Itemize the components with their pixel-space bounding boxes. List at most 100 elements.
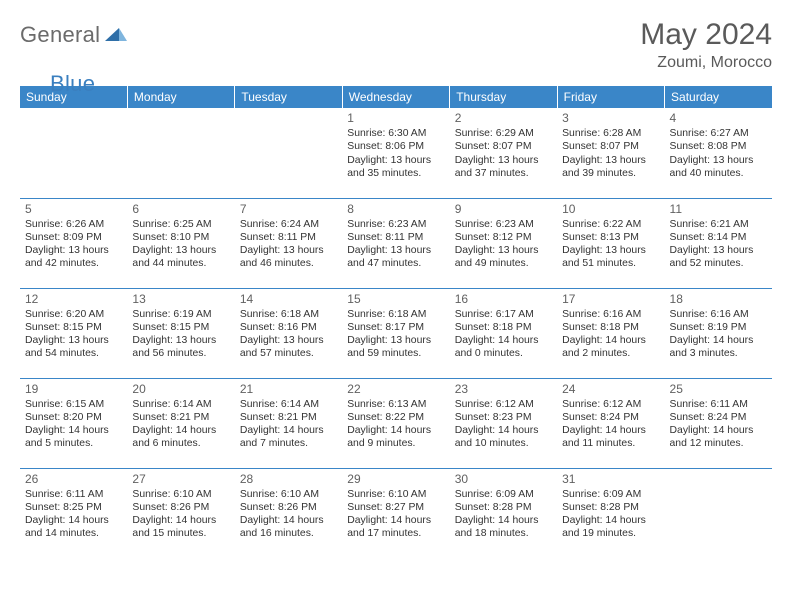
day-number: 11 [670, 202, 768, 216]
day-info-line: and 10 minutes. [455, 437, 553, 450]
day-info: Sunrise: 6:18 AMSunset: 8:17 PMDaylight:… [347, 308, 445, 361]
day-info-line: Daylight: 14 hours [132, 424, 230, 437]
day-cell [235, 108, 342, 198]
day-info-line: Sunset: 8:19 PM [670, 321, 768, 334]
day-info-line: Sunrise: 6:14 AM [132, 398, 230, 411]
day-cell: 22Sunrise: 6:13 AMSunset: 8:22 PMDayligh… [342, 378, 449, 468]
day-info: Sunrise: 6:14 AMSunset: 8:21 PMDaylight:… [132, 398, 230, 451]
day-info-line: and 40 minutes. [670, 167, 768, 180]
day-info-line: Sunrise: 6:09 AM [562, 488, 660, 501]
day-info-line: Sunrise: 6:16 AM [670, 308, 768, 321]
day-info-line: Sunset: 8:23 PM [455, 411, 553, 424]
day-info-line: and 49 minutes. [455, 257, 553, 270]
day-number: 2 [455, 111, 553, 125]
day-info-line: Daylight: 13 hours [25, 334, 123, 347]
day-info-line: Sunrise: 6:09 AM [455, 488, 553, 501]
day-info-line: Sunrise: 6:26 AM [25, 218, 123, 231]
day-info-line: and 14 minutes. [25, 527, 123, 540]
day-info-line: Daylight: 14 hours [562, 424, 660, 437]
day-info-line: Sunset: 8:28 PM [455, 501, 553, 514]
day-cell: 15 Sunrise: 6:18 AMSunset: 8:17 PMDayligh… [342, 288, 449, 378]
day-cell: 24Sunrise: 6:12 AMSunset: 8:24 PMDayligh… [557, 378, 664, 468]
day-number: 19 [25, 382, 123, 396]
day-cell: 10 Sunrise: 6:22 AMSunset: 8:13 PMDayligh… [557, 198, 664, 288]
day-info: Sunrise: 6:11 AMSunset: 8:25 PMDaylight:… [25, 488, 123, 541]
day-info: Sunrise: 6:29 AMSunset: 8:07 PMDaylight:… [455, 127, 553, 180]
day-number: 25 [670, 382, 768, 396]
day-info: Sunrise: 6:12 AMSunset: 8:23 PMDaylight:… [455, 398, 553, 451]
day-number: 15 [347, 292, 445, 306]
day-number: 3 [562, 111, 660, 125]
day-info-line: and 16 minutes. [240, 527, 338, 540]
day-number: 9 [455, 202, 553, 216]
day-number: 16 [455, 292, 553, 306]
day-cell: 11Sunrise: 6:21 AMSunset: 8:14 PMDayligh… [665, 198, 772, 288]
day-info-line: Sunset: 8:20 PM [25, 411, 123, 424]
month-title: May 2024 [640, 18, 772, 52]
day-cell: 2 Sunrise: 6:29 AMSunset: 8:07 PMDaylight… [450, 108, 557, 198]
day-info-line: and 39 minutes. [562, 167, 660, 180]
day-number: 10 [562, 202, 660, 216]
day-cell: 5 Sunrise: 6:26 AMSunset: 8:09 PMDaylight… [20, 198, 127, 288]
day-info-line: Daylight: 13 hours [240, 334, 338, 347]
day-info-line: Sunset: 8:18 PM [562, 321, 660, 334]
day-info-line: and 54 minutes. [25, 347, 123, 360]
day-info: Sunrise: 6:22 AMSunset: 8:13 PMDaylight:… [562, 218, 660, 271]
day-cell: 9Sunrise: 6:23 AMSunset: 8:12 PMDaylight… [450, 198, 557, 288]
day-info-line: and 12 minutes. [670, 437, 768, 450]
day-info: Sunrise: 6:26 AMSunset: 8:09 PMDaylight:… [25, 218, 123, 271]
day-cell: 21Sunrise: 6:14 AMSunset: 8:21 PMDayligh… [235, 378, 342, 468]
day-number: 28 [240, 472, 338, 486]
day-number: 5 [25, 202, 123, 216]
day-cell: 18 Sunrise: 6:16 AMSunset: 8:19 PMDayligh… [665, 288, 772, 378]
week-row: 1Sunrise: 6:30 AMSunset: 8:06 PMDaylight… [20, 108, 772, 198]
day-cell: 12Sunrise: 6:20 AMSunset: 8:15 PMDayligh… [20, 288, 127, 378]
day-info-line: Sunrise: 6:23 AM [455, 218, 553, 231]
day-info-line: Sunset: 8:28 PM [562, 501, 660, 514]
day-cell: 13Sunrise: 6:19 AMSunset: 8:15 PMDayligh… [127, 288, 234, 378]
day-info: Sunrise: 6:16 AMSunset: 8:19 PMDaylight:… [670, 308, 768, 361]
day-number: 8 [347, 202, 445, 216]
dayhead-row: Sunday Monday Tuesday Wednesday Thursday… [20, 86, 772, 108]
day-cell: 14Sunrise: 6:18 AMSunset: 8:16 PMDayligh… [235, 288, 342, 378]
day-info-line: Daylight: 14 hours [455, 514, 553, 527]
day-info-line: Sunset: 8:12 PM [455, 231, 553, 244]
day-info-line: Sunrise: 6:10 AM [132, 488, 230, 501]
day-info-line: Sunrise: 6:24 AM [240, 218, 338, 231]
day-info: Sunrise: 6:10 AMSunset: 8:26 PMDaylight:… [240, 488, 338, 541]
day-number: 23 [455, 382, 553, 396]
day-info-line: Sunset: 8:07 PM [455, 140, 553, 153]
day-info-line: Sunrise: 6:22 AM [562, 218, 660, 231]
day-info-line: Sunrise: 6:19 AM [132, 308, 230, 321]
day-cell: 30 Sunrise: 6:09 AMSunset: 8:28 PMDayligh… [450, 468, 557, 558]
day-info-line: Daylight: 14 hours [670, 334, 768, 347]
day-number: 4 [670, 111, 768, 125]
day-number: 30 [455, 472, 553, 486]
day-info-line: Sunset: 8:10 PM [132, 231, 230, 244]
day-info-line: and 47 minutes. [347, 257, 445, 270]
day-info-line: Sunset: 8:24 PM [670, 411, 768, 424]
title-block: May 2024 Zoumi, Morocco [640, 18, 772, 72]
day-cell: 20Sunrise: 6:14 AMSunset: 8:21 PMDayligh… [127, 378, 234, 468]
day-cell: 16Sunrise: 6:17 AMSunset: 8:18 PMDayligh… [450, 288, 557, 378]
day-info-line: Daylight: 14 hours [240, 424, 338, 437]
day-info-line: Sunset: 8:16 PM [240, 321, 338, 334]
dayhead-friday: Friday [557, 86, 664, 108]
day-info-line: Daylight: 13 hours [562, 244, 660, 257]
day-cell: 17Sunrise: 6:16 AMSunset: 8:18 PMDayligh… [557, 288, 664, 378]
day-cell: 26Sunrise: 6:11 AMSunset: 8:25 PMDayligh… [20, 468, 127, 558]
day-cell: 31Sunrise: 6:09 AMSunset: 8:28 PMDayligh… [557, 468, 664, 558]
day-number: 14 [240, 292, 338, 306]
day-number: 18 [670, 292, 768, 306]
logo-text-general: General [20, 22, 100, 48]
day-info-line: Daylight: 13 hours [670, 154, 768, 167]
day-info-line: Sunrise: 6:18 AM [347, 308, 445, 321]
day-info: Sunrise: 6:10 AMSunset: 8:26 PMDaylight:… [132, 488, 230, 541]
day-info-line: Daylight: 14 hours [347, 514, 445, 527]
day-info-line: Daylight: 14 hours [670, 424, 768, 437]
day-info-line: Sunset: 8:26 PM [132, 501, 230, 514]
logo-text-blue: Blue [50, 71, 95, 97]
day-info-line: Sunset: 8:25 PM [25, 501, 123, 514]
day-info: Sunrise: 6:28 AMSunset: 8:07 PMDaylight:… [562, 127, 660, 180]
day-number: 29 [347, 472, 445, 486]
